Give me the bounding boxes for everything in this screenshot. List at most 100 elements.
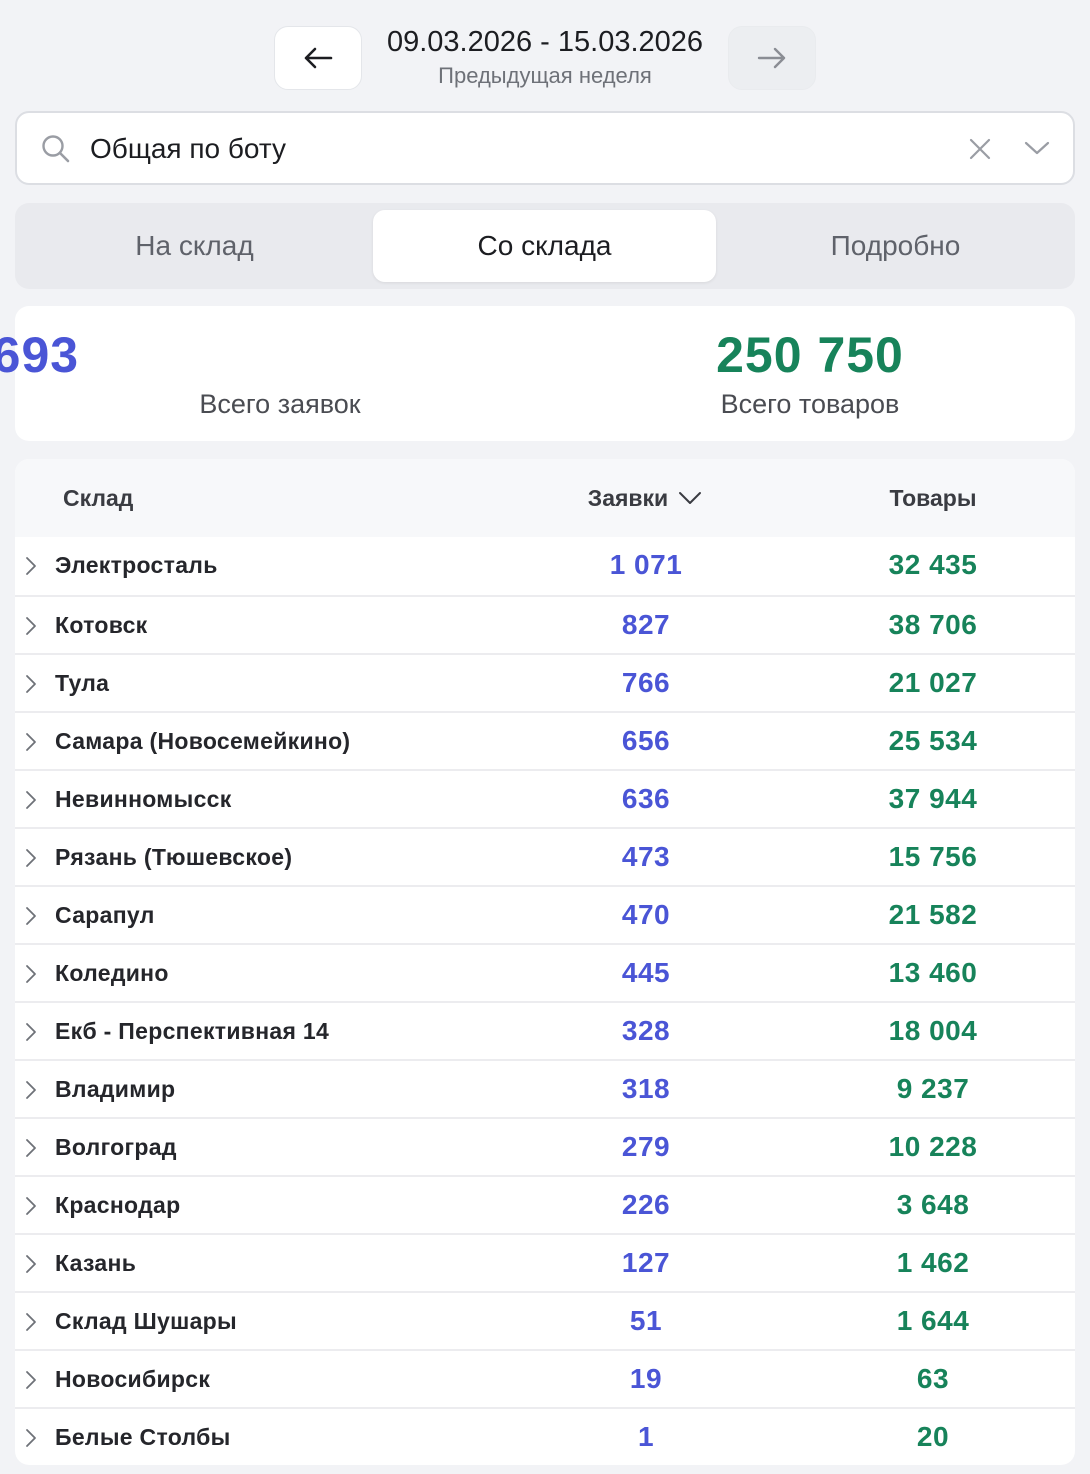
table-row[interactable]: Екб - Перспективная 14 328 18 004 [15, 1001, 1075, 1059]
table-row[interactable]: Электросталь 1 071 32 435 [15, 537, 1075, 595]
warehouse-name: Новосибирск [55, 1366, 211, 1392]
clear-icon[interactable] [969, 138, 991, 160]
table-row[interactable]: Коледино 445 13 460 [15, 943, 1075, 1001]
orders-count: 127 [621, 1247, 671, 1278]
chevron-right-icon[interactable] [25, 848, 37, 868]
table-header: Склад Заявки Товары [15, 459, 1075, 537]
chevron-right-icon[interactable] [25, 1138, 37, 1158]
table-row[interactable]: Тула 766 21 027 [15, 653, 1075, 711]
direction-tabs: На склад Со склада Подробно [15, 203, 1075, 289]
orders-count: 470 [621, 899, 671, 930]
orders-total-stat: 6 693 Всего заявок [0, 326, 810, 422]
table-row[interactable]: Краснодар 226 3 648 [15, 1175, 1075, 1233]
chevron-right-icon[interactable] [25, 674, 37, 694]
table-row[interactable]: Склад Шушары 51 1 644 [15, 1291, 1075, 1349]
chevron-right-icon[interactable] [25, 1080, 37, 1100]
warehouse-name: Казань [55, 1250, 137, 1276]
table-row[interactable]: Белые Столбы 1 20 [15, 1407, 1075, 1465]
table-body: Электросталь 1 071 32 435 Котовск 827 38 706 Т… [15, 537, 1075, 1465]
orders-count: 656 [621, 725, 671, 756]
warehouse-name: Екб - Перспективная 14 [55, 1018, 330, 1044]
goods-count: 9 237 [896, 1073, 970, 1104]
table-row[interactable]: Котовск 827 38 706 [15, 595, 1075, 653]
column-header-orders[interactable]: Заявки [535, 459, 755, 537]
orders-count: 473 [621, 841, 671, 872]
arrow-right-icon [757, 47, 786, 69]
table-row[interactable]: Владимир 318 9 237 [15, 1059, 1075, 1117]
warehouse-name: Электросталь [55, 552, 218, 578]
chevron-right-icon[interactable] [25, 790, 37, 810]
goods-total-label: Всего товаров [720, 389, 900, 419]
chevron-right-icon[interactable] [25, 616, 37, 636]
goods-count: 38 706 [888, 609, 978, 640]
chevron-right-icon[interactable] [25, 1428, 37, 1448]
bot-select-search[interactable]: Общая по боту [15, 111, 1075, 185]
orders-count: 328 [621, 1015, 671, 1046]
goods-count: 1 462 [896, 1247, 970, 1278]
prev-week-button[interactable] [274, 26, 362, 90]
warehouse-name: Сарапул [55, 902, 155, 928]
chevron-right-icon[interactable] [25, 1370, 37, 1390]
next-week-button[interactable] [728, 26, 816, 90]
goods-count: 37 944 [888, 783, 978, 814]
warehouse-name: Краснодар [55, 1192, 181, 1218]
chevron-right-icon[interactable] [25, 1312, 37, 1332]
tab-to-warehouse[interactable]: На склад [135, 230, 254, 261]
chevron-right-icon[interactable] [25, 1254, 37, 1274]
orders-count: 766 [621, 667, 671, 698]
warehouse-name: Коледино [55, 960, 169, 986]
goods-count: 13 460 [888, 957, 978, 988]
table-row[interactable]: Новосибирск 19 63 [15, 1349, 1075, 1407]
chevron-right-icon[interactable] [25, 964, 37, 984]
warehouse-name: Владимир [55, 1076, 176, 1102]
orders-count: 226 [621, 1189, 671, 1220]
chevron-right-icon[interactable] [25, 556, 37, 576]
search-icon [42, 135, 70, 163]
warehouse-name: Невинномысск [55, 786, 232, 812]
warehouse-name: Самара (Новосемейкино) [55, 728, 351, 754]
chevron-down-icon [679, 491, 702, 504]
orders-count: 1 071 [609, 549, 683, 580]
orders-count: 19 [629, 1363, 663, 1394]
table-row[interactable]: Невинномысск 636 37 944 [15, 769, 1075, 827]
date-range: 09.03.2026 - 15.03.2026 [386, 26, 704, 58]
orders-count: 51 [629, 1305, 663, 1336]
chevron-right-icon[interactable] [25, 906, 37, 926]
warehouse-table: Склад Заявки Товары Электросталь 1 071 32 … [15, 459, 1075, 1465]
goods-count: 25 534 [888, 725, 978, 756]
tab-details[interactable]: Подробно [830, 230, 961, 261]
goods-count: 32 435 [888, 549, 978, 580]
goods-total-stat: 250 750 Всего товаров [280, 326, 1090, 422]
orders-count: 279 [621, 1131, 671, 1162]
table-row[interactable]: Сарапул 470 21 582 [15, 885, 1075, 943]
table-row[interactable]: Рязань (Тюшевское) 473 15 756 [15, 827, 1075, 885]
chevron-right-icon[interactable] [25, 732, 37, 752]
goods-total: 250 750 [716, 327, 904, 383]
table-row[interactable]: Волгоград 279 10 228 [15, 1117, 1075, 1175]
warehouse-name: Белые Столбы [55, 1424, 231, 1450]
chevron-right-icon[interactable] [25, 1022, 37, 1042]
summary-card: 6 693 Всего заявок 250 750 Всего товаров [0, 306, 1075, 441]
goods-count: 10 228 [888, 1131, 978, 1162]
orders-count: 1 [637, 1421, 655, 1452]
column-header-warehouse: Склад [63, 485, 134, 511]
orders-total-label: Всего заявок [199, 389, 361, 419]
orders-count: 827 [621, 609, 671, 640]
table-row[interactable]: Казань 127 1 462 [15, 1233, 1075, 1291]
goods-count: 63 [916, 1363, 950, 1394]
goods-count: 1 644 [896, 1305, 970, 1336]
warehouse-name: Тула [55, 670, 110, 696]
tab-from-warehouse[interactable]: Со склада [373, 210, 716, 282]
warehouse-name: Волгоград [55, 1134, 177, 1160]
column-header-goods: Товары [889, 485, 977, 511]
chevron-down-icon[interactable] [1024, 140, 1050, 156]
warehouse-name: Котовск [55, 612, 148, 638]
chevron-right-icon[interactable] [25, 1196, 37, 1216]
period-label: Предыдущая неделя [438, 63, 652, 88]
search-input[interactable]: Общая по боту [90, 133, 287, 164]
orders-count: 318 [621, 1073, 671, 1104]
table-row[interactable]: Самара (Новосемейкино) 656 25 534 [15, 711, 1075, 769]
column-header-orders-label: Заявки [587, 485, 669, 511]
orders-count: 445 [621, 957, 671, 988]
goods-count: 15 756 [888, 841, 978, 872]
